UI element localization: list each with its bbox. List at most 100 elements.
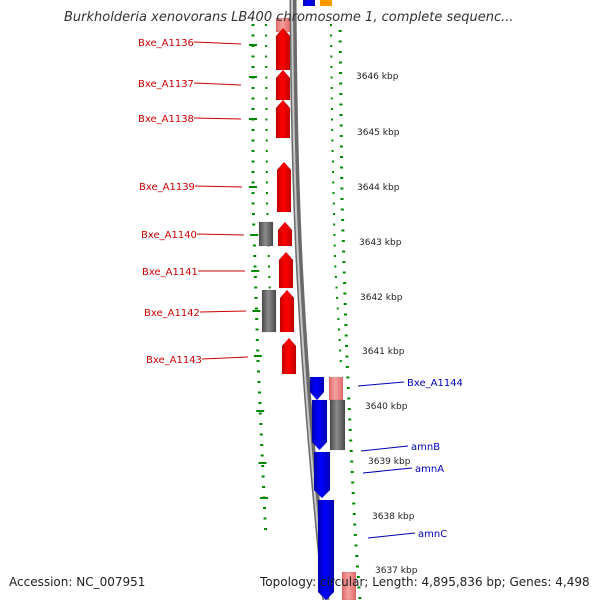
forward-cds-feature — [275, 69, 291, 101]
ruler-tick — [355, 555, 359, 557]
ruler-label: 3641 kbp — [362, 347, 405, 357]
ruler-tick — [265, 34, 268, 37]
ruler-tick — [345, 355, 349, 358]
ruler-tick — [265, 66, 268, 68]
ruler-tick — [265, 129, 268, 131]
gene-label-left: Bxe_A1139 — [139, 182, 195, 193]
ruler-tick — [268, 265, 270, 268]
ruler-tick — [342, 261, 346, 263]
ruler-tick — [344, 324, 348, 326]
ruler-tick — [254, 297, 258, 299]
gene-label-left: Bxe_A1143 — [146, 355, 202, 366]
ruler-tick — [255, 328, 259, 331]
ruler-major-tick — [249, 186, 257, 188]
ruler-tick — [251, 66, 255, 68]
ruler-tick — [341, 229, 345, 232]
ruler-major-tick — [256, 410, 265, 412]
ruler-tick — [334, 265, 337, 268]
ruler-tick — [345, 345, 348, 347]
ruler-label: 3638 kbp — [372, 512, 415, 522]
ruler-tick — [339, 360, 342, 362]
ruler-tick — [342, 250, 346, 253]
ruler-tick — [342, 271, 346, 274]
ruler-tick — [265, 181, 268, 184]
ruler-tick — [331, 150, 334, 152]
gene-label-left: Bxe_A1141 — [142, 267, 198, 278]
ruler-tick — [339, 103, 343, 106]
ruler-major-tick — [251, 270, 260, 272]
light-red-feature — [275, 17, 291, 33]
ruler-tick — [332, 181, 335, 184]
ruler-tick — [268, 276, 271, 278]
gene-label-leader — [193, 41, 242, 45]
ruler-tick — [358, 597, 362, 599]
gene-label-leader — [194, 185, 243, 188]
ruler-tick — [340, 208, 344, 211]
ruler-tick — [251, 181, 255, 184]
ruler-tick — [251, 108, 255, 110]
genome-summary-text: Topology: circular; Length: 4,895,836 bp… — [260, 575, 590, 589]
ruler-major-tick — [249, 118, 257, 120]
gene-label-right: amnC — [418, 529, 447, 540]
gene-label-right: amnA — [415, 464, 444, 475]
ruler-tick — [339, 72, 343, 74]
ruler-tick — [349, 439, 353, 442]
top-reverse-feature — [303, 0, 315, 6]
ruler-tick — [338, 339, 341, 341]
ruler-tick — [256, 360, 260, 362]
light-red-feature — [328, 376, 344, 401]
ruler-tick — [251, 150, 255, 152]
ruler-tick — [340, 187, 344, 190]
ruler-tick — [333, 223, 336, 226]
ruler-tick — [265, 108, 268, 110]
forward-cds-feature — [281, 337, 297, 375]
ruler-label: 3645 kbp — [357, 128, 400, 138]
forward-cds-feature — [276, 161, 292, 213]
ruler-tick — [346, 376, 350, 379]
ruler-tick — [266, 213, 269, 215]
ruler-tick — [257, 381, 261, 383]
ruler-major-tick — [249, 76, 257, 78]
ruler-tick — [339, 114, 343, 116]
gray-feature — [258, 221, 274, 247]
gene-label-leader — [367, 532, 416, 539]
ruler-tick — [263, 507, 266, 509]
ruler-tick — [332, 202, 335, 205]
ruler-tick — [339, 135, 343, 137]
ruler-tick — [344, 334, 348, 337]
gene-label-right: Bxe_A1144 — [407, 378, 463, 389]
reverse-cds-feature — [313, 451, 331, 499]
ruler-tick — [330, 34, 333, 37]
ruler-tick — [345, 366, 349, 368]
ruler-tick — [251, 34, 255, 37]
gray-feature — [329, 399, 346, 451]
ruler-tick — [351, 492, 355, 494]
ruler-tick — [255, 339, 259, 341]
ruler-tick — [339, 61, 342, 64]
ruler-tick — [352, 502, 356, 505]
ruler-major-tick — [258, 462, 267, 464]
ruler-tick — [348, 429, 352, 431]
ruler-tick — [340, 177, 344, 179]
gray-feature — [261, 289, 277, 333]
ruler-tick — [264, 528, 267, 530]
ruler-tick — [352, 513, 356, 515]
ruler-tick — [335, 286, 338, 289]
forward-cds-feature — [275, 99, 291, 139]
ruler-tick — [265, 24, 267, 26]
ruler-tick — [331, 160, 334, 163]
light-red-feature — [341, 571, 357, 600]
ruler-tick — [338, 30, 342, 32]
ruler-tick — [356, 576, 360, 578]
ruler-tick — [336, 307, 339, 310]
ruler-tick — [353, 534, 357, 536]
map-title: Burkholderia xenovorans LB400 chromosome… — [64, 10, 514, 25]
ruler-major-tick — [260, 497, 269, 499]
ruler-label: 3646 kbp — [356, 72, 399, 82]
ruler-tick — [258, 412, 262, 415]
ruler-tick — [333, 213, 335, 215]
ruler-tick — [330, 97, 333, 100]
ruler-tick — [265, 118, 268, 121]
ruler-tick — [346, 387, 350, 389]
chromosome-backbone-highlight — [291, 0, 326, 600]
